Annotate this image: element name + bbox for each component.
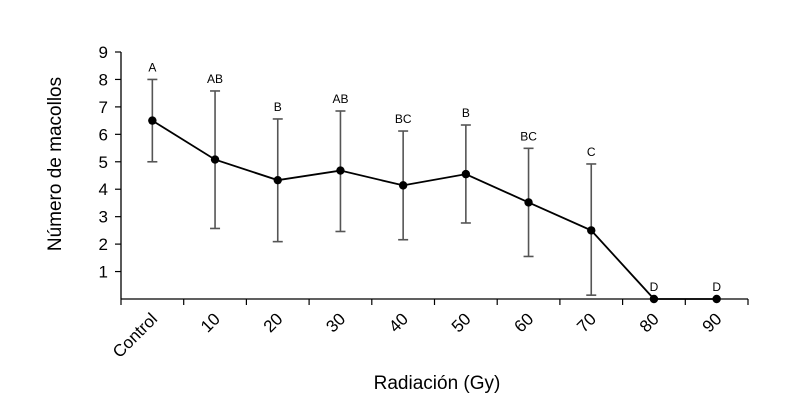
significance-letter: BC (395, 112, 412, 126)
y-tick-label: 7 (99, 98, 108, 117)
x-axis-title: Radiación (Gy) (374, 373, 501, 394)
significance-letter: B (274, 100, 282, 114)
series-line (151, 119, 717, 300)
data-point (148, 116, 157, 125)
data-points (148, 116, 721, 304)
x-tick-label: 90 (699, 309, 726, 336)
data-point (524, 198, 533, 207)
x-tick-label: 40 (385, 309, 412, 336)
y-tick-label: 5 (99, 153, 108, 172)
x-tick-label: Control (109, 309, 161, 361)
x-tick-label: 80 (636, 309, 663, 336)
significance-letter: B (462, 106, 470, 120)
error-bars (147, 78, 597, 296)
significance-letter: A (148, 60, 156, 74)
series-polyline (151, 119, 717, 300)
data-point (461, 169, 471, 179)
data-point (398, 181, 408, 190)
x-tick-label: 50 (448, 309, 475, 336)
significance-letter: BC (520, 129, 537, 143)
y-axis-title: Número de macollos (45, 77, 66, 251)
y-tick-label: 2 (99, 235, 108, 254)
axes (115, 51, 749, 305)
x-tick-label: 20 (260, 309, 287, 336)
y-tick-labels: 1 2 3 4 5 6 7 8 9 (99, 43, 108, 282)
x-tick-label: 10 (197, 309, 224, 336)
significance-letter: D (712, 280, 721, 294)
x-tick-label: 60 (511, 309, 538, 336)
y-tick-label: 4 (99, 180, 108, 199)
y-tick-label: 1 (99, 263, 108, 282)
data-point (649, 294, 659, 304)
y-tick-label: 9 (99, 43, 108, 62)
x-tick-labels: Control 10 20 30 40 50 60 70 80 90 (109, 309, 725, 361)
significance-letters: A AB B AB BC B BC C D D (148, 60, 721, 294)
significance-letter: AB (332, 92, 348, 106)
y-tick-label: 3 (99, 208, 108, 227)
x-tick-label: 70 (573, 309, 600, 336)
data-point (336, 166, 345, 175)
y-tick-label: 6 (99, 125, 108, 144)
data-point (712, 294, 721, 304)
x-tick-label: 30 (322, 309, 349, 336)
significance-letter: D (650, 280, 659, 294)
data-point (210, 155, 220, 164)
y-tick-label: 8 (99, 70, 108, 89)
significance-letter: AB (207, 72, 223, 86)
data-point (273, 175, 282, 185)
significance-letter: C (587, 145, 596, 159)
data-point (587, 226, 596, 235)
